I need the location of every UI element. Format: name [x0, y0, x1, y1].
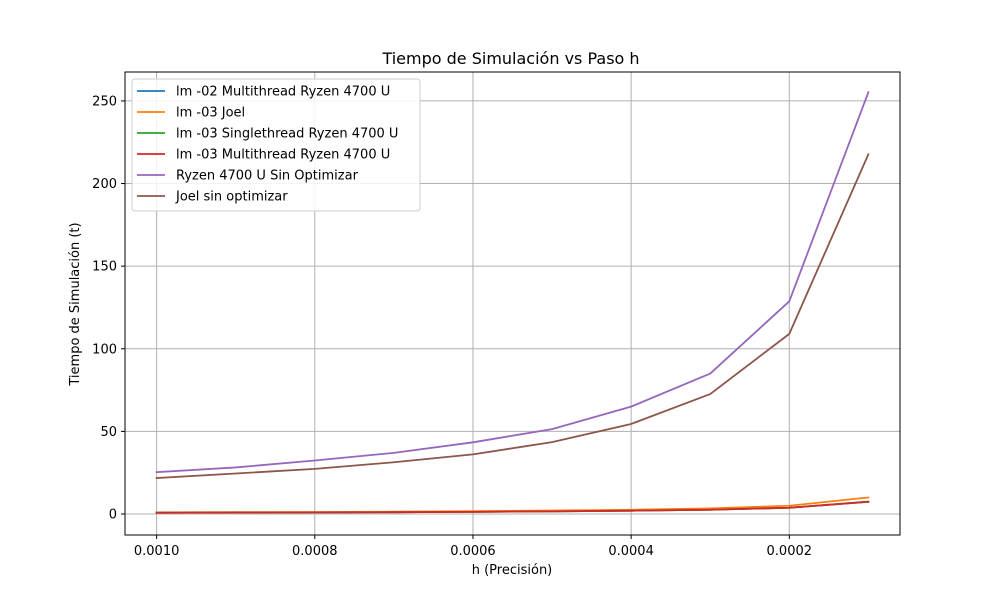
series-line-5 — [155, 91, 870, 474]
y-tick-label: 50 — [100, 425, 117, 440]
legend: lm -02 Multithread Ryzen 4700 U lm -03 Jo… — [131, 78, 421, 212]
legend-label: lm -03 Singlethread Ryzen 4700 U — [176, 127, 398, 142]
legend-label: lm -02 Multithread Ryzen 4700 U — [176, 85, 390, 100]
legend-label: Ryzen 4700 U Sin Optimizar — [176, 169, 359, 184]
legend-label: Joel sin optimizar — [175, 190, 288, 205]
x-tick-label: 0.0010 — [134, 544, 180, 559]
x-tick-label: 0.0004 — [608, 544, 654, 559]
y-tick-label: 100 — [92, 342, 117, 357]
legend-box — [131, 78, 421, 212]
chart-title: Tiempo de Simulación vs Paso h — [381, 49, 639, 68]
plot-frame — [124, 71, 901, 536]
series-lines — [155, 91, 870, 514]
y-tick-label: 200 — [92, 177, 117, 192]
x-tick-label: 0.0006 — [450, 544, 496, 559]
legend-label: lm -03 Joel — [176, 106, 245, 121]
legend-label: lm -03 Multithread Ryzen 4700 U — [176, 148, 390, 163]
y-tick-label: 0 — [109, 508, 117, 523]
axis-ticks: 0.0010 0.0008 0.0006 0.0004 0.0002 0 50 100 150 2… — [92, 94, 812, 559]
x-tick-label: 0.0008 — [292, 544, 338, 559]
x-axis-label: h (Precisión) — [472, 563, 553, 578]
y-tick-label: 250 — [92, 94, 117, 109]
grid — [125, 72, 900, 535]
series-line-6 — [155, 153, 870, 479]
y-tick-label: 150 — [92, 260, 117, 275]
x-tick-label: 0.0002 — [767, 544, 813, 559]
series-line-4 — [155, 500, 870, 514]
y-axis-label: Tiempo de Simulación (t) — [68, 222, 83, 386]
